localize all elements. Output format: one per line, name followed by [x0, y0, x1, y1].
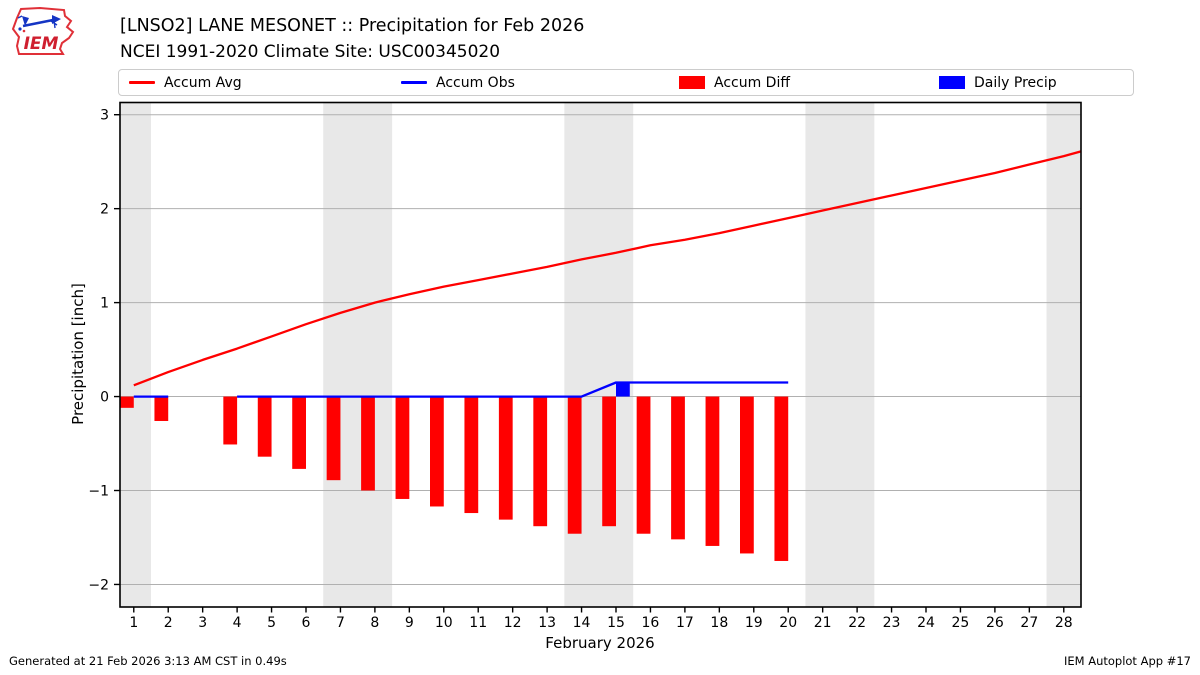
generated-timestamp: Generated at 21 Feb 2026 3:13 AM CST in … [9, 654, 287, 668]
legend-item-accum-diff: Accum Diff [679, 75, 939, 91]
daily-precip-bars [616, 382, 630, 397]
y-tick-label: −2 [88, 577, 109, 593]
legend-item-accum-avg: Accum Avg [129, 75, 401, 91]
line-segment [133, 150, 1082, 387]
x-tick-label: 7 [336, 615, 345, 631]
legend-label: Accum Obs [436, 74, 515, 91]
x-tick-label: 10 [435, 615, 453, 631]
x-tick-label: 4 [233, 615, 242, 631]
x-tick-label: 22 [848, 615, 866, 631]
x-tick-label: 6 [302, 615, 311, 631]
accum-diff-bar [361, 396, 375, 491]
legend-label: Accum Diff [714, 74, 791, 91]
weekend-band [1046, 102, 1081, 607]
plot-frame [119, 101, 1082, 608]
legend-swatch [129, 80, 155, 85]
x-tick-label: 5 [267, 615, 276, 631]
weekend-bands [120, 102, 1081, 607]
x-tick-label: 12 [504, 615, 522, 631]
accum-diff-bar [120, 396, 134, 408]
x-tick-label: 27 [1020, 615, 1038, 631]
legend-swatch [679, 76, 705, 89]
x-tick-label: 17 [676, 615, 694, 631]
x-tick-label: 1 [129, 615, 138, 631]
x-tick-label: 8 [370, 615, 379, 631]
legend-item-daily-precip: Daily Precip [939, 75, 1133, 91]
app-attribution: IEM Autoplot App #17 [1063, 654, 1191, 668]
x-axis-label: February 2026 [545, 634, 655, 652]
accum-diff-bar [567, 396, 582, 534]
accum-diff-bar [602, 396, 616, 527]
legend-label: Daily Precip [974, 74, 1057, 91]
y-axis-ticks: −2 −1 0 1 2 3 [88, 108, 120, 593]
y-tick-label: 0 [100, 390, 109, 406]
accum-diff-bar [774, 396, 789, 561]
legend-item-accum-obs: Accum Obs [401, 75, 679, 91]
weather-instrument-icon [17, 15, 61, 33]
x-tick-label: 20 [779, 615, 797, 631]
chart-header: [LNSO2] LANE MESONET :: Precipitation fo… [120, 13, 584, 65]
accum-diff-bar [671, 396, 685, 540]
line-segment [237, 381, 789, 398]
y-tick-label: −1 [88, 484, 109, 500]
x-tick-label: 23 [883, 615, 901, 631]
legend-swatch [939, 76, 965, 89]
accum-diff-bar [292, 396, 306, 469]
weekend-band [323, 102, 393, 607]
x-tick-label: 21 [814, 615, 832, 631]
x-tick-label: 16 [642, 615, 660, 631]
y-axis-label: Precipitation [inch] [69, 283, 87, 425]
x-tick-label: 14 [573, 615, 591, 631]
x-tick-label: 24 [917, 615, 935, 631]
legend-swatch [401, 80, 427, 85]
x-tick-label: 9 [405, 615, 414, 631]
accum-diff-bars [120, 396, 789, 561]
iem-logo: IEM [8, 4, 76, 62]
x-axis-ticks: 1 2 3 4 5 6 7 8 9 10 11 12 13 14 15 16 17 18 19 20 21 22 23 24 2… [129, 607, 1073, 631]
accum-diff-bar [705, 396, 720, 546]
x-tick-label: 15 [607, 615, 625, 631]
weekend-band [805, 102, 875, 607]
accum-obs-line [133, 381, 789, 398]
y-tick-label: 2 [100, 202, 109, 218]
x-tick-label: 25 [952, 615, 970, 631]
page-title: [LNSO2] LANE MESONET :: Precipitation fo… [120, 16, 585, 36]
x-tick-label: 2 [164, 615, 173, 631]
iem-logo-graphic: IEM [11, 6, 75, 55]
x-tick-label: 18 [710, 615, 728, 631]
accum-diff-bar [636, 396, 651, 534]
y-tick-label: 3 [100, 108, 109, 124]
accum-diff-bar [395, 396, 410, 499]
x-tick-label: 3 [198, 615, 207, 631]
y-tick-label: 1 [100, 296, 109, 312]
x-tick-label: 13 [538, 615, 556, 631]
x-tick-label: 19 [745, 615, 763, 631]
legend-label: Accum Avg [164, 74, 242, 91]
iem-logo-text: IEM [24, 34, 59, 54]
accum-diff-bar [464, 396, 479, 514]
accum-diff-bar [326, 396, 341, 481]
x-tick-label: 11 [469, 615, 487, 631]
accum-diff-bar [223, 396, 238, 445]
weekend-band [120, 102, 151, 607]
accum-diff-bar [430, 396, 444, 507]
accum-diff-bar [257, 396, 272, 457]
x-tick-label: 26 [986, 615, 1004, 631]
daily-precip-bar [616, 382, 630, 397]
chart-legend: Accum Avg Accum Obs Accum Diff Daily Precip [118, 69, 1134, 96]
accum-diff-bar [498, 396, 513, 520]
accum-diff-bar [154, 396, 169, 421]
accum-diff-bar [533, 396, 548, 527]
x-tick-label: 28 [1055, 615, 1073, 631]
accum-diff-bar [740, 396, 754, 554]
accum-avg-line [133, 150, 1082, 387]
page-subtitle: NCEI 1991-2020 Climate Site: USC00345020 [120, 42, 501, 62]
